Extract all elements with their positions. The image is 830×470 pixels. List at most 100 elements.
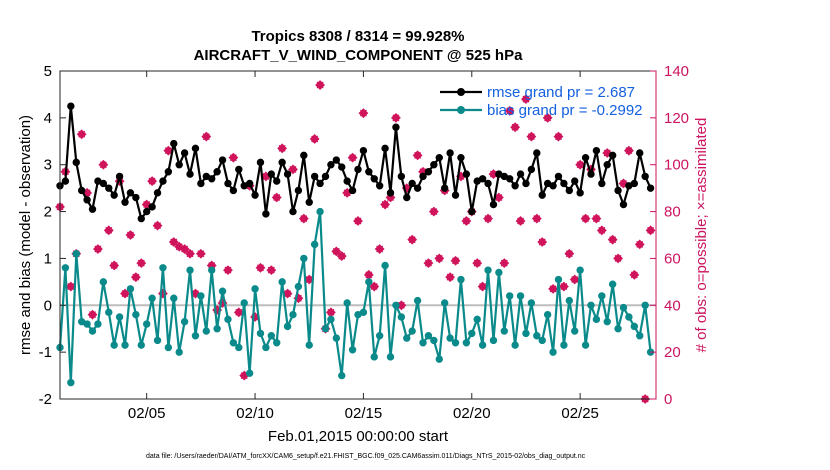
bias-point xyxy=(251,285,259,293)
bias-point xyxy=(462,339,471,347)
chart-subtitle: AIRCRAFT_V_WIND_COMPONENT @ 525 hPa xyxy=(194,47,524,64)
plot-background xyxy=(60,71,656,399)
obs-count-marker xyxy=(76,129,87,140)
y-right-tick-label: 20 xyxy=(664,344,681,361)
y-tick-label: 0 xyxy=(44,297,52,314)
bias-point xyxy=(218,287,227,295)
bias-point xyxy=(381,261,389,270)
obs-count-marker xyxy=(580,213,591,224)
obs-count-marker xyxy=(363,269,374,280)
bias-point xyxy=(88,327,97,335)
bias-point xyxy=(164,343,173,352)
bias-point xyxy=(625,313,633,321)
obs-count-marker xyxy=(282,288,293,299)
bias-point xyxy=(430,336,438,345)
obs-count-marker xyxy=(185,248,195,259)
bias-point xyxy=(105,308,113,317)
bias-point xyxy=(565,296,574,305)
bias-point xyxy=(197,292,205,300)
y-right-tick-label: 60 xyxy=(664,250,681,267)
rmse-point xyxy=(608,151,617,160)
rmse-point xyxy=(370,175,378,183)
rmse-point xyxy=(603,161,611,169)
bias-point xyxy=(137,341,145,349)
obs-count-marker xyxy=(591,213,602,224)
bias-point xyxy=(543,310,552,319)
rmse-point xyxy=(430,161,438,169)
rmse-point xyxy=(126,189,135,197)
rmse-point xyxy=(83,196,91,204)
rmse-point xyxy=(294,186,303,195)
bias-point xyxy=(153,336,162,345)
bias-point xyxy=(386,353,395,361)
rmse-point xyxy=(321,172,330,181)
bias-point xyxy=(468,329,476,338)
y-right-tick-label: 100 xyxy=(664,157,689,174)
obs-count-marker xyxy=(521,94,531,105)
obs-count-marker xyxy=(629,269,640,280)
legend-label: bias grand pr = -0.2992 xyxy=(487,102,643,119)
obs-count-marker xyxy=(515,216,526,226)
rmse-point xyxy=(381,144,389,153)
rmse-point xyxy=(343,177,351,185)
y-tick-label: 2 xyxy=(44,204,52,221)
bias-point xyxy=(375,332,384,340)
obs-count-marker xyxy=(526,131,537,142)
bias-point xyxy=(457,275,465,284)
bias-point xyxy=(208,266,216,274)
bias-point xyxy=(511,341,519,349)
obs-count-marker xyxy=(596,225,607,236)
rmse-point xyxy=(571,177,579,185)
rmse-point xyxy=(630,179,639,188)
bias-point xyxy=(202,327,210,335)
rmse-point xyxy=(72,158,80,167)
rmse-point xyxy=(614,186,622,195)
bias-point xyxy=(278,278,286,286)
bias-point xyxy=(142,320,151,328)
bias-point xyxy=(305,341,313,349)
bias-point xyxy=(522,329,530,338)
bias-point xyxy=(424,332,433,340)
rmse-point xyxy=(115,172,124,181)
bias-point xyxy=(608,280,617,288)
obs-count-marker xyxy=(201,131,212,142)
bias-point xyxy=(419,339,427,347)
rmse-point xyxy=(142,207,151,216)
bias-point xyxy=(67,378,75,387)
obs-count-marker xyxy=(233,307,244,318)
bias-point xyxy=(256,329,265,338)
obs-count-marker xyxy=(461,216,472,226)
bias-point xyxy=(484,266,492,274)
bias-point xyxy=(186,266,194,274)
rmse-point xyxy=(587,170,595,178)
bias-point xyxy=(636,332,644,340)
rmse-point xyxy=(636,149,644,157)
bias-point xyxy=(294,282,303,291)
bias-point xyxy=(408,327,416,335)
obs-count-marker xyxy=(407,234,418,245)
obs-count-marker xyxy=(315,80,325,90)
obs-count-marker xyxy=(228,152,239,163)
rmse-point xyxy=(522,179,530,188)
bias-line xyxy=(58,210,652,384)
bias-point xyxy=(587,301,595,309)
bias-point xyxy=(538,336,546,345)
bias-point xyxy=(435,355,443,363)
rmse-point xyxy=(153,189,162,197)
y-right-tick-label: 40 xyxy=(664,297,681,314)
obs-count-marker xyxy=(223,265,233,276)
rmse-point xyxy=(354,165,362,174)
bias-point xyxy=(365,278,373,286)
obs-count-marker xyxy=(510,122,521,133)
obs-count-marker xyxy=(542,112,553,123)
legend-bias: bias grand pr = -0.2992 xyxy=(440,102,643,119)
obs-count-marker xyxy=(374,244,385,254)
obs-count-marker xyxy=(168,237,179,247)
obs-count-marker xyxy=(412,150,423,161)
bias-point xyxy=(370,353,378,361)
rmse-point xyxy=(61,177,70,185)
rmse-point xyxy=(273,177,281,185)
chart-title: Tropics 8308 / 8314 = 99.928% xyxy=(251,28,464,45)
